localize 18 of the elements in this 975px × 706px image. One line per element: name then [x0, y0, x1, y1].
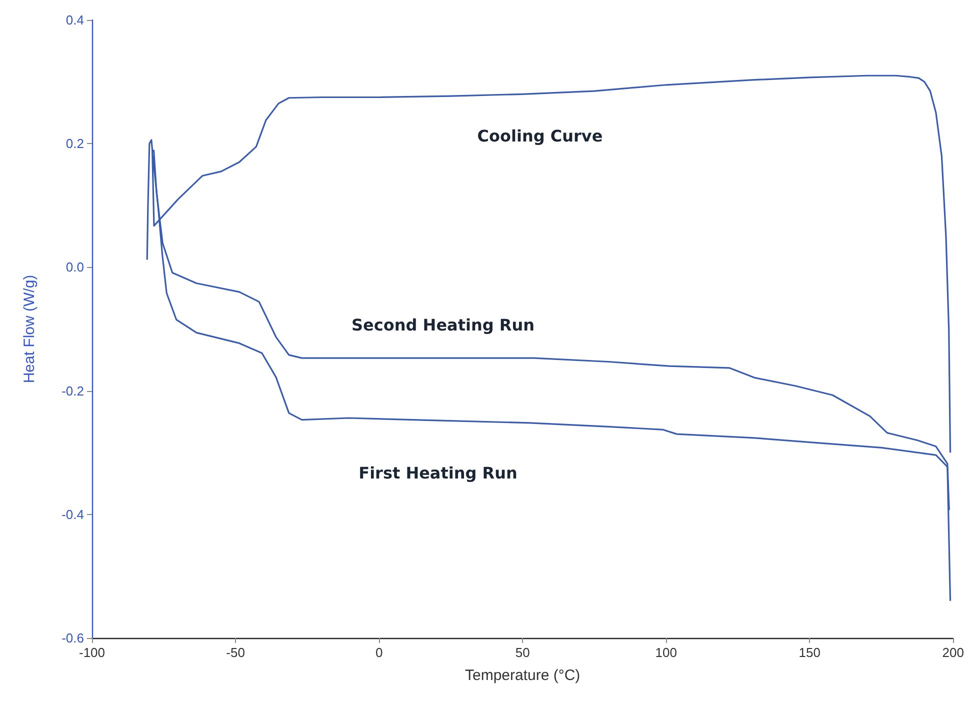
- y-axis-title: Heat Flow (W/g): [21, 274, 38, 384]
- text: First Heating Run: [358, 464, 518, 482]
- y-tick-label: 0.4: [66, 12, 84, 28]
- x-tick-label: 150: [798, 645, 820, 660]
- y-tick-label: -0.6: [62, 630, 84, 646]
- x-axis-title: Temperature (°C): [464, 667, 580, 684]
- x-tick-label: -100: [78, 645, 106, 660]
- x-tick-label: 100: [655, 645, 677, 660]
- series-label: Cooling Curve: [477, 126, 603, 146]
- series-label: Second Heating Run: [352, 316, 534, 334]
- x-tick-label: -50: [226, 645, 245, 660]
- y-tick-label: 0.0: [66, 260, 84, 275]
- y-tick-label: -0.2: [62, 383, 84, 398]
- x-tick-label: 0: [375, 645, 383, 660]
- y-tick-label: -0.4: [62, 506, 84, 522]
- y-tick-label: 0.2: [66, 136, 84, 152]
- x-tick-label: 50: [515, 645, 530, 660]
- x-tick-label: 200: [942, 645, 964, 660]
